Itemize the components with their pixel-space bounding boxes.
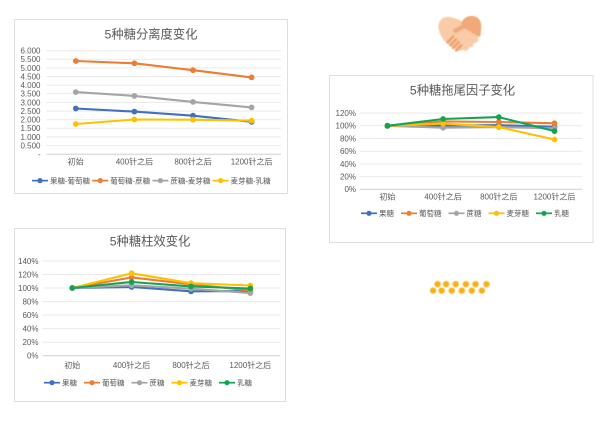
svg-text:1200针之后: 1200针之后 [534,192,576,202]
svg-text:140%: 140% [18,257,38,266]
svg-text:60%: 60% [22,311,38,320]
svg-text:初始: 初始 [68,156,84,166]
svg-text:3.000: 3.000 [20,98,41,107]
svg-text:1.500: 1.500 [20,124,41,133]
svg-text:-: - [38,150,41,159]
svg-text:2.500: 2.500 [20,107,41,116]
svg-text:100%: 100% [18,284,38,293]
svg-text:800针之后: 800针之后 [172,360,209,370]
svg-text:800针之后: 800针之后 [480,192,517,202]
svg-text:800针之后: 800针之后 [174,156,211,166]
svg-text:初始: 初始 [379,192,395,202]
svg-text:4.000: 4.000 [20,81,41,90]
svg-text:120%: 120% [336,109,356,118]
svg-text:麦芽糖-乳糖: 麦芽糖-乳糖 [231,175,271,185]
svg-text:3.500: 3.500 [20,90,41,99]
svg-text:果糖: 果糖 [62,378,77,388]
svg-text:20%: 20% [22,338,38,347]
svg-text:1.000: 1.000 [20,133,41,142]
svg-text:葡萄糖-蔗糖: 葡萄糖-蔗糖 [110,175,150,185]
svg-text:果糖: 果糖 [379,208,394,218]
svg-text:葡萄糖: 葡萄糖 [419,208,442,218]
svg-text:4.500: 4.500 [20,73,41,82]
svg-text:5种糖拖尾因子变化: 5种糖拖尾因子变化 [410,83,515,98]
svg-text:80%: 80% [22,298,38,307]
svg-text:0%: 0% [27,352,39,361]
svg-text:5种糖分离度变化: 5种糖分离度变化 [105,26,198,41]
svg-text:5.000: 5.000 [20,64,41,73]
svg-text:5种糖柱效变化: 5种糖柱效变化 [110,234,191,249]
svg-text:蔗糖: 蔗糖 [467,208,482,218]
svg-text:40%: 40% [22,325,38,334]
svg-text:蔗糖-麦芽糖: 蔗糖-麦芽糖 [170,175,210,185]
svg-text:120%: 120% [18,270,38,279]
svg-text:80%: 80% [340,134,356,143]
svg-text:1200针之后: 1200针之后 [229,360,271,370]
svg-text:麦芽糖: 麦芽糖 [507,208,530,218]
svg-text:5.500: 5.500 [20,55,41,64]
svg-text:400针之后: 400针之后 [424,192,461,202]
svg-text:40%: 40% [340,160,356,169]
svg-text:1200针之后: 1200针之后 [231,156,273,166]
svg-text:2.000: 2.000 [20,116,41,125]
svg-text:麦芽糖: 麦芽糖 [190,378,213,388]
svg-text:6.000: 6.000 [20,47,41,56]
svg-text:400针之后: 400针之后 [116,156,153,166]
svg-text:乳糖: 乳糖 [237,378,252,388]
svg-text:400针之后: 400针之后 [113,360,150,370]
svg-text:果糖-葡萄糖: 果糖-葡萄糖 [50,175,90,185]
svg-text:20%: 20% [340,173,356,182]
svg-text:0%: 0% [344,185,356,194]
svg-text:100%: 100% [336,122,356,131]
svg-text:乳糖: 乳糖 [554,208,569,218]
svg-text:60%: 60% [340,147,356,156]
svg-text:葡萄糖: 葡萄糖 [102,378,125,388]
svg-text:0.500: 0.500 [20,142,41,151]
svg-text:蔗糖: 蔗糖 [150,378,165,388]
svg-text:初始: 初始 [64,360,80,370]
